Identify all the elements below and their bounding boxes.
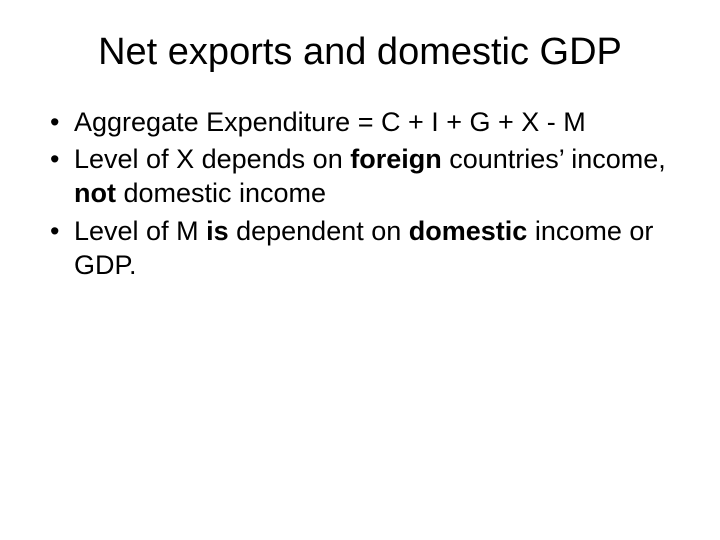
bullet-item: Level of X depends on foreign countries’… — [46, 143, 680, 211]
bullet-text: Level of M — [74, 216, 206, 246]
slide: Net exports and domestic GDP Aggregate E… — [0, 0, 720, 540]
bullet-text: dependent on — [229, 216, 409, 246]
bullet-item: Aggregate Expenditure = C + I + G + X - … — [46, 106, 680, 140]
bullet-list: Aggregate Expenditure = C + I + G + X - … — [46, 106, 680, 283]
bullet-text-bold: not — [74, 178, 116, 208]
bullet-text-bold: domestic — [409, 216, 528, 246]
slide-title: Net exports and domestic GDP — [40, 30, 680, 76]
bullet-text: Level of X depends on — [74, 144, 350, 174]
bullet-text-bold: is — [206, 216, 229, 246]
bullet-text: countries’ income, — [442, 144, 666, 174]
bullet-item: Level of M is dependent on domestic inco… — [46, 215, 680, 283]
bullet-text: Aggregate Expenditure = C + I + G + X - … — [74, 107, 586, 137]
bullet-text-bold: foreign — [350, 144, 442, 174]
bullet-text: domestic income — [116, 178, 326, 208]
